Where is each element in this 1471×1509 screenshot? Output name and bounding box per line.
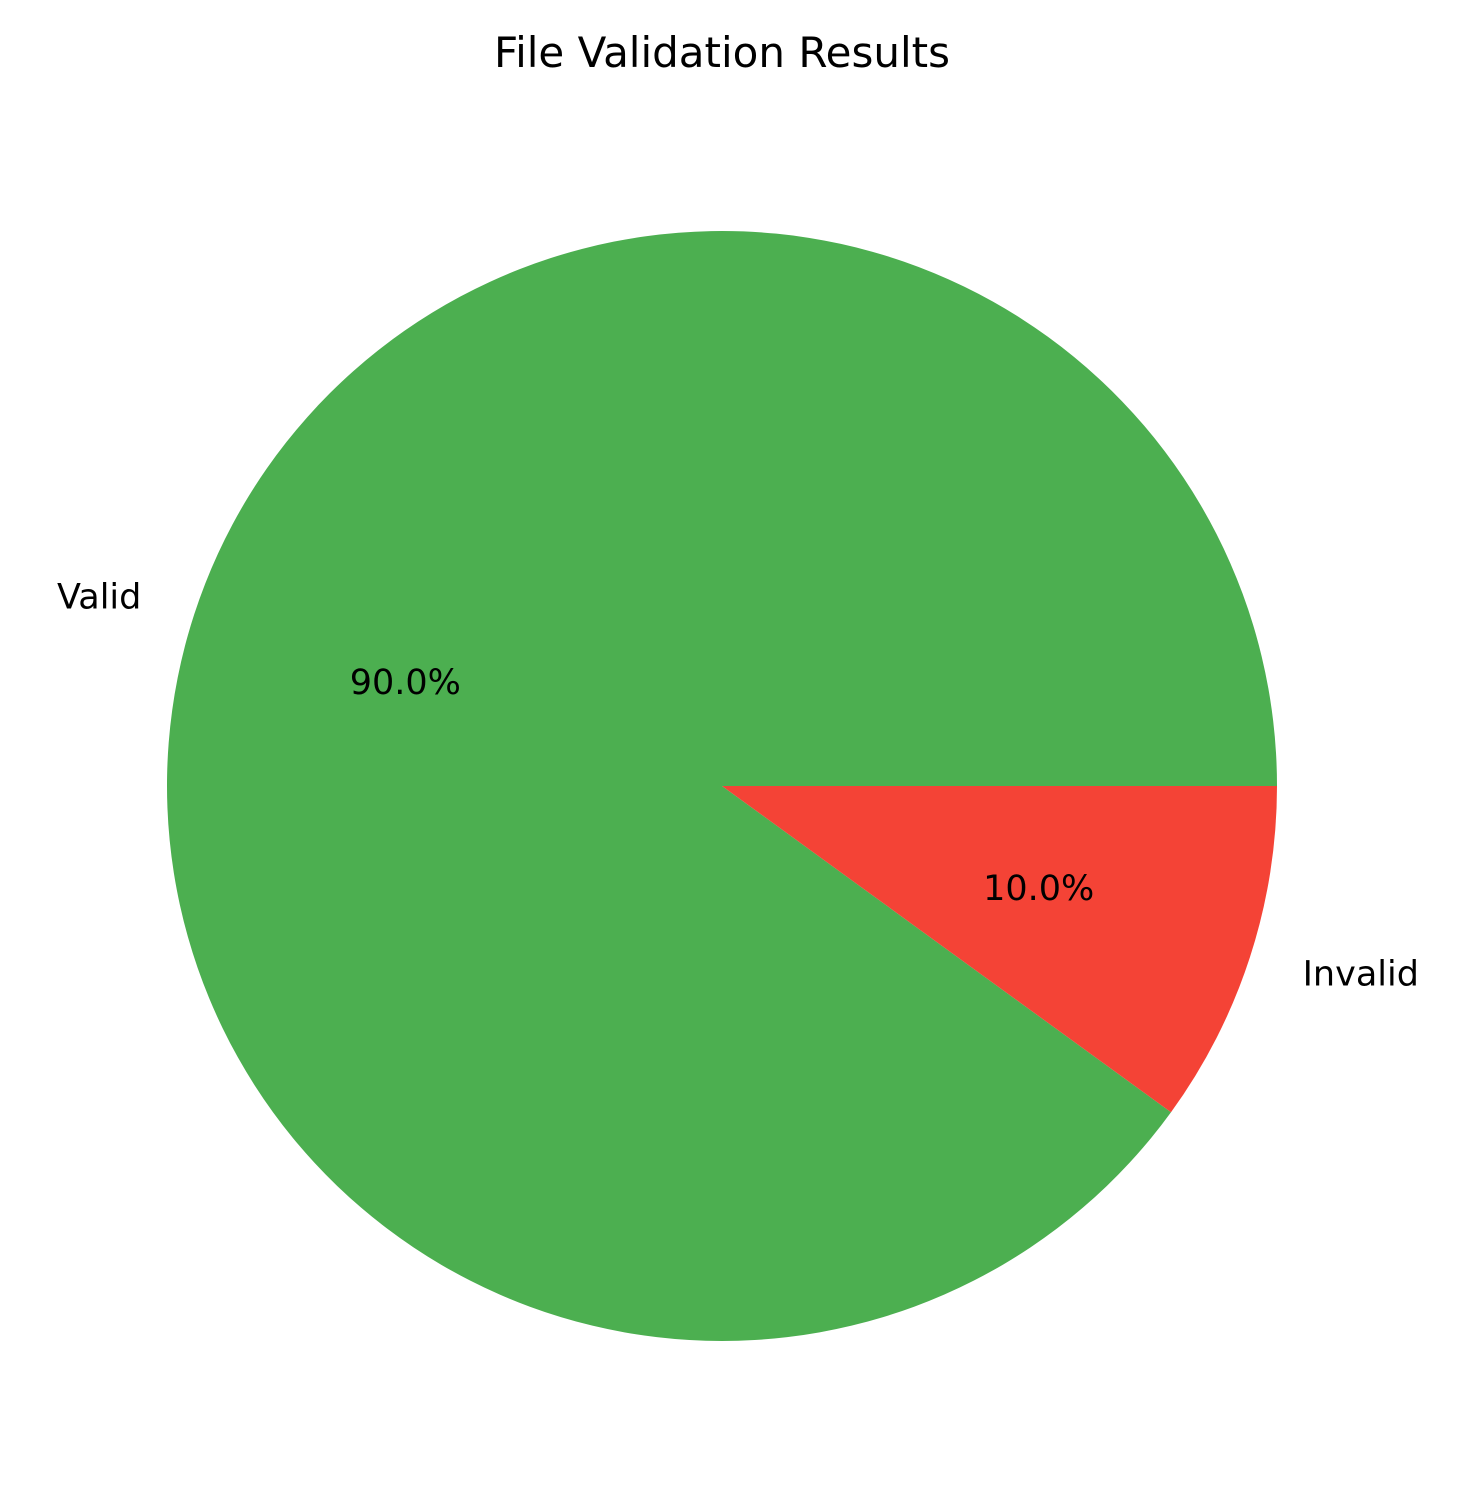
pie-slice-invalid: [722, 786, 1277, 1113]
pie-slices: [167, 231, 1277, 1342]
pie-slice-valid: [167, 231, 1277, 1342]
pie-category-label-invalid: Invalid: [1303, 955, 1419, 995]
pie-labels: 90.0% Valid 10.0% Invalid: [57, 577, 1419, 994]
pie-category-label-valid: Valid: [57, 577, 141, 617]
chart-title: File Validation Results: [494, 28, 950, 77]
pie-pct-label-valid: 90.0%: [350, 663, 461, 703]
pie-pct-label-invalid: 10.0%: [983, 869, 1094, 909]
